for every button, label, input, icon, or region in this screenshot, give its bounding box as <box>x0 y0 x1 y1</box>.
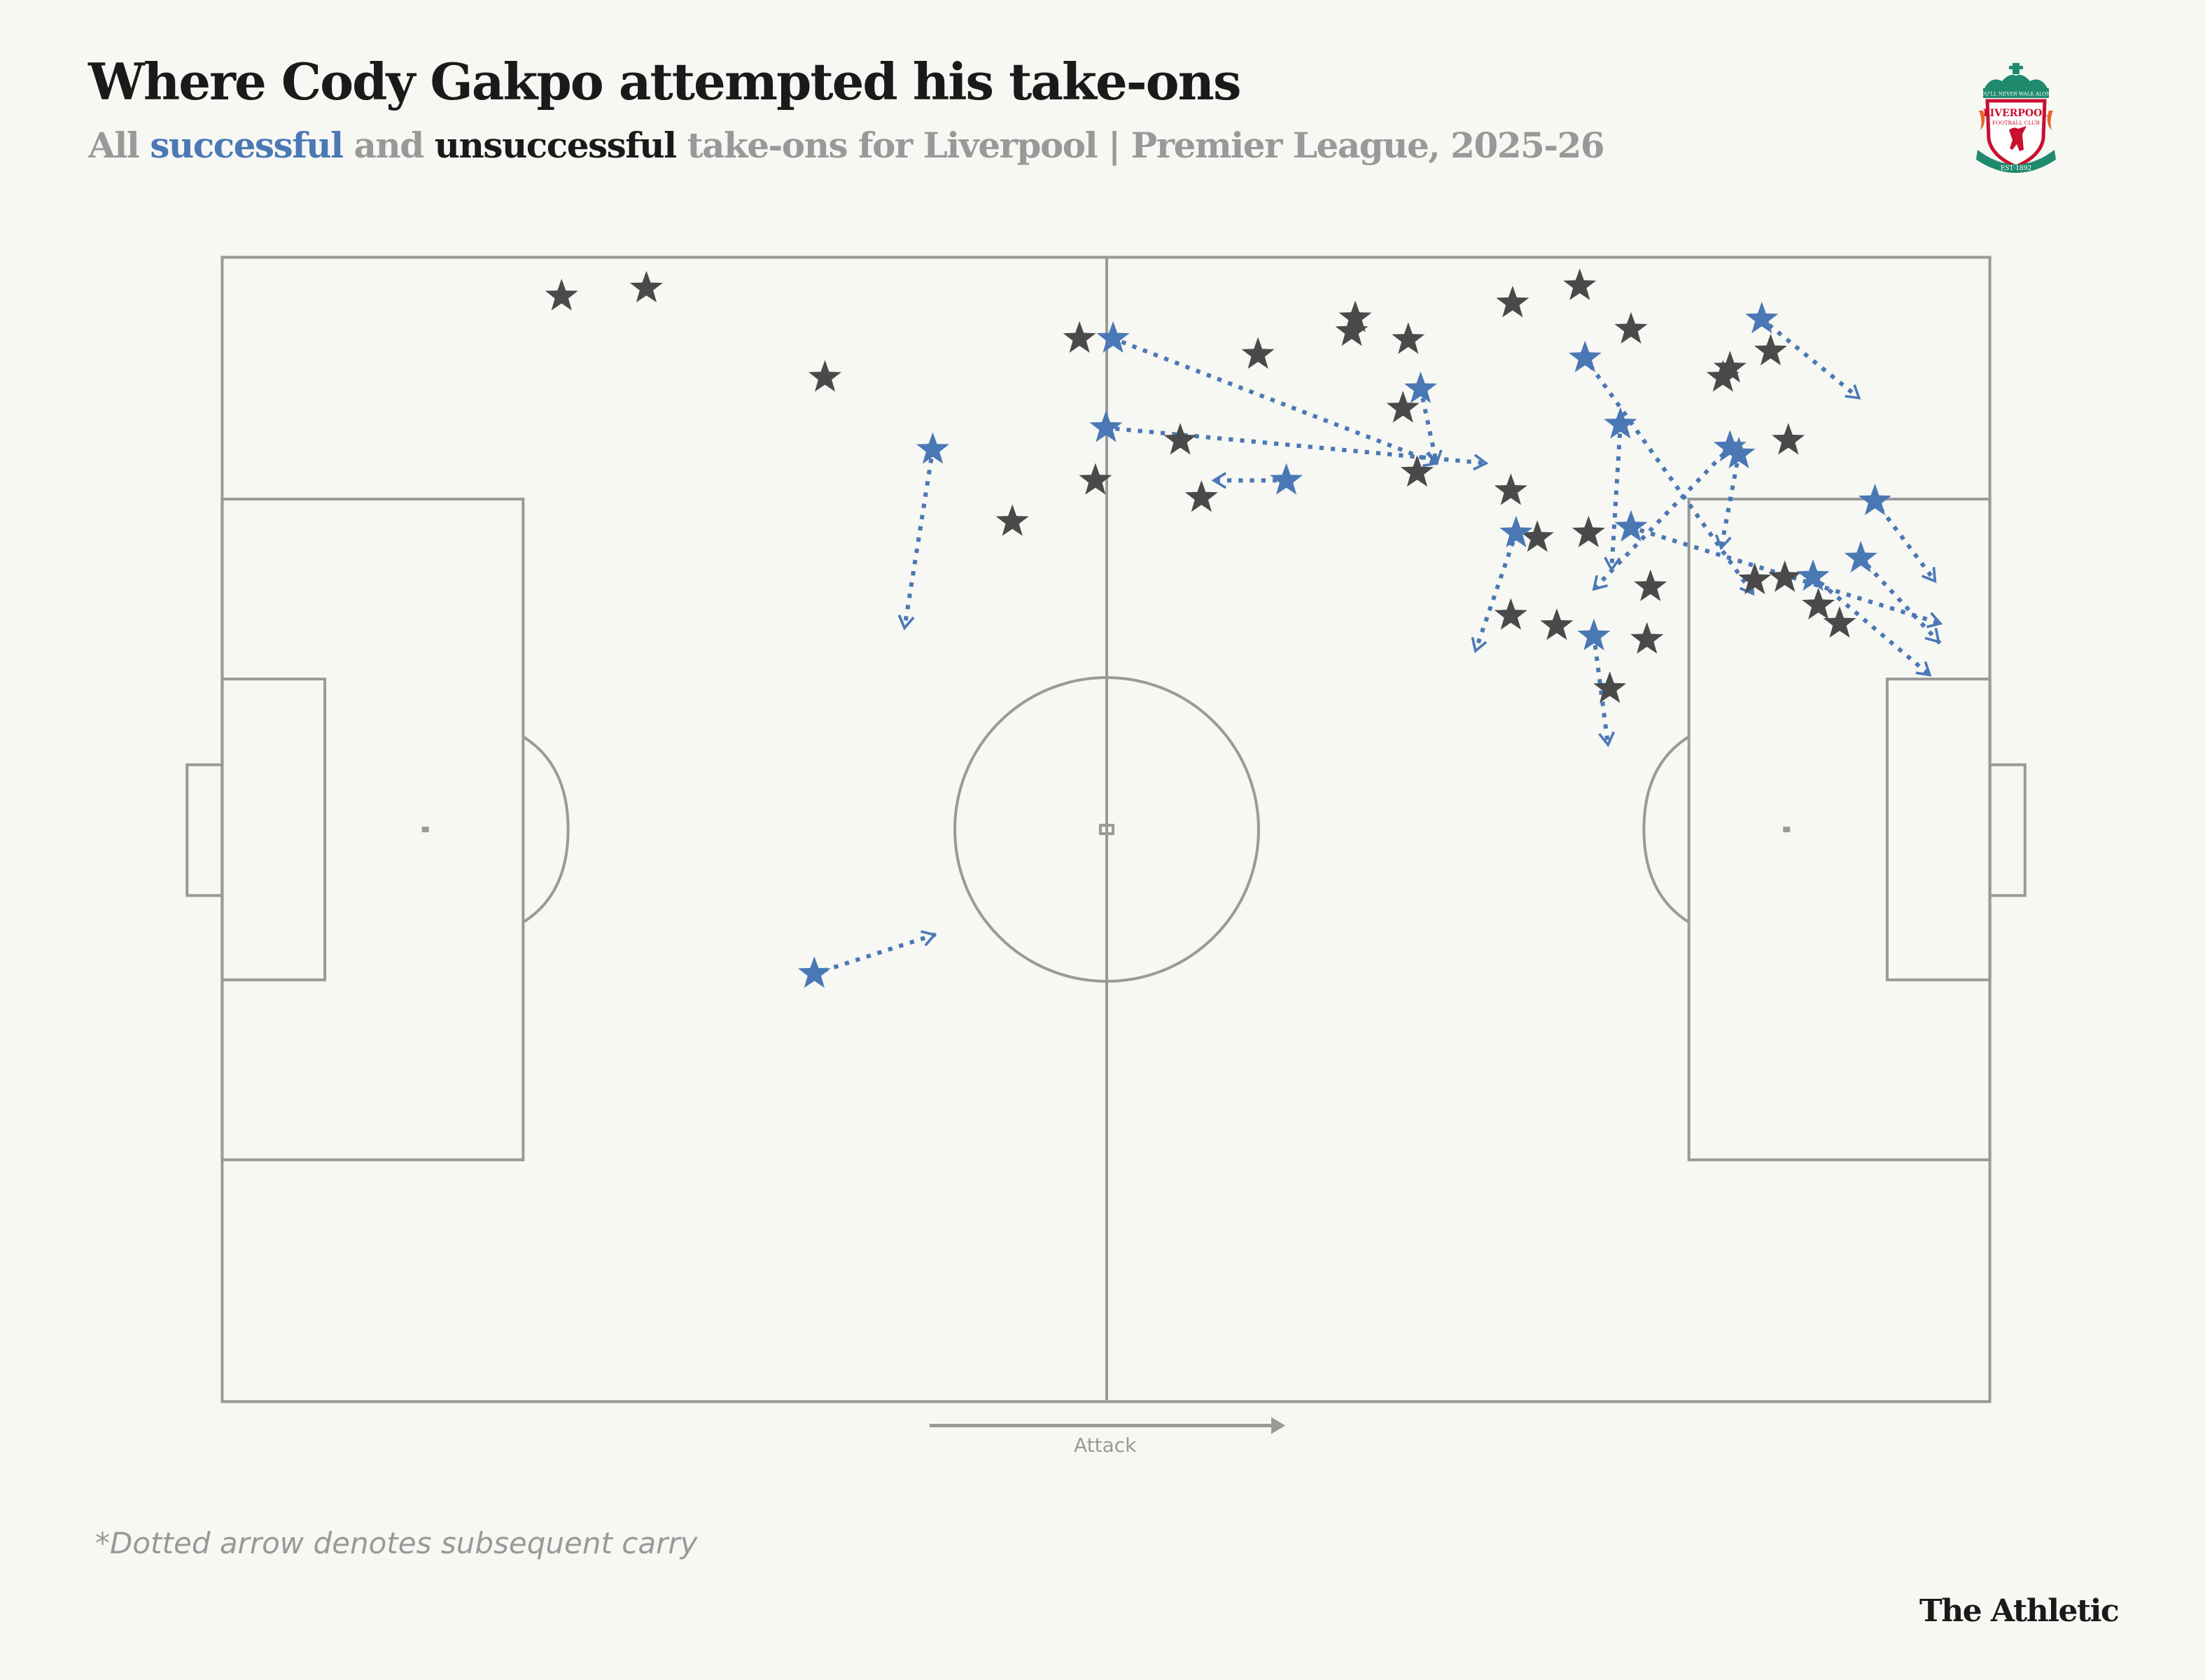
carry-line <box>1110 335 1440 466</box>
successful-star-icon <box>1745 302 1779 334</box>
successful-take-ons <box>797 302 1891 988</box>
carry-line <box>1103 425 1489 466</box>
left-six-yard-box <box>220 678 327 981</box>
carry-arrowhead-icon <box>1926 612 1943 629</box>
carry-line <box>1418 386 1439 466</box>
unsuccessful-star-icon <box>1754 333 1788 365</box>
carry-line <box>1858 555 1942 645</box>
carry-line <box>1590 444 1733 592</box>
unsuccessful-star-icon <box>1593 671 1627 704</box>
unsuccessful-star-icon <box>1063 321 1096 353</box>
successful-star-icon <box>1096 321 1130 353</box>
subtitle-prefix: All <box>88 125 150 166</box>
carry-line <box>1758 316 1863 401</box>
footnote: *Dotted arrow denotes subsequent carry <box>95 1526 698 1560</box>
unsuccessful-star-icon <box>1184 480 1218 512</box>
carry-line <box>902 447 935 631</box>
left-penalty-spot <box>421 826 429 832</box>
liverpool-fc-crest-icon: YOU'LL NEVER WALK ALONE LIVERPOOL FOOTBA… <box>1976 63 2056 173</box>
left-penalty-box <box>220 497 525 1161</box>
carry-line <box>1472 530 1519 654</box>
chart-title: Where Cody Gakpo attempted his take-ons <box>88 52 1242 111</box>
unsuccessful-star-icon <box>1563 268 1597 300</box>
crest-motto: YOU'LL NEVER WALK ALONE <box>1977 92 2054 97</box>
unsuccessful-star-icon <box>1163 423 1197 455</box>
crest-est: EST·1892 <box>2001 165 2032 172</box>
centre-spot <box>1098 823 1115 835</box>
successful-star-icon <box>1568 340 1602 372</box>
unsuccessful-star-icon <box>1614 312 1648 344</box>
attack-direction-arrow <box>929 1417 1286 1434</box>
carry-line <box>1609 422 1623 573</box>
centre-circle <box>953 676 1260 983</box>
unsuccessful-star-icon <box>629 270 663 303</box>
carry-arrows <box>811 316 1943 976</box>
carry-arrowhead-icon <box>1915 661 1932 677</box>
carry-arrowhead-icon <box>1714 534 1732 551</box>
right-six-yard-box <box>1885 678 1991 981</box>
carry-arrowhead-icon <box>897 614 915 631</box>
successful-star-icon <box>1499 515 1533 547</box>
carry-arrowhead-icon <box>1844 384 1861 400</box>
carry-line <box>1809 573 1933 678</box>
right-penalty-spot <box>1783 826 1791 832</box>
unsuccessful-star-icon <box>995 504 1029 536</box>
unsuccessful-star-icon <box>1494 598 1527 630</box>
unsuccessful-take-ons <box>545 268 1856 704</box>
unsuccessful-star-icon <box>1400 455 1434 487</box>
carry-arrowhead-icon <box>920 930 937 946</box>
unsuccessful-star-icon <box>808 360 842 392</box>
carry-arrowhead-icon <box>1211 472 1227 489</box>
carry-arrowhead-icon <box>1924 627 1940 644</box>
unsuccessful-star-icon <box>1540 608 1574 640</box>
successful-star-icon <box>1858 483 1891 516</box>
carry-arrowhead-icon <box>1592 575 1608 592</box>
unsuccessful-star-icon <box>1634 569 1667 601</box>
successful-star-icon <box>1270 463 1303 495</box>
right-goal <box>1988 763 2026 897</box>
right-penalty-arc <box>1642 735 1690 924</box>
carry-line <box>811 932 937 976</box>
carry-arrowhead-icon <box>1471 636 1488 654</box>
successful-star-icon <box>797 956 831 988</box>
carry-line <box>1591 634 1611 748</box>
unsuccessful-star-icon <box>1823 606 1856 638</box>
attack-direction-label: Attack <box>1074 1434 1137 1457</box>
subtitle-middle: and <box>342 125 435 166</box>
the-athletic-logo: The Athletic <box>1919 1593 2120 1629</box>
successful-star-icon <box>1844 540 1877 573</box>
carry-arrowhead-icon <box>1473 454 1489 471</box>
crest-sub: FOOTBALL CLUB <box>1992 120 2040 126</box>
carry-line <box>1718 451 1742 551</box>
carry-line <box>1582 355 1756 597</box>
carry-arrowhead-icon <box>1604 556 1621 573</box>
subtitle-suffix: take-ons for Liverpool | Premier League,… <box>676 125 1605 166</box>
unsuccessful-star-icon <box>1241 337 1275 369</box>
carry-arrowhead-icon <box>1921 567 1937 583</box>
unsuccessful-star-icon <box>1630 622 1664 654</box>
carry-arrowhead-icon <box>1598 731 1616 748</box>
chart-subtitle: All successful and unsuccessful take-ons… <box>88 125 1605 166</box>
left-penalty-arc <box>522 735 570 924</box>
carry-arrowheads <box>897 384 1943 946</box>
successful-star-icon <box>1796 559 1830 592</box>
left-goal <box>186 763 224 897</box>
unsuccessful-star-icon <box>1496 286 1530 318</box>
legend-unsuccessful: unsuccessful <box>434 125 678 166</box>
unsuccessful-star-icon <box>1572 515 1605 547</box>
carry-arrowhead-icon <box>1426 449 1443 466</box>
unsuccessful-star-icon <box>1494 473 1527 505</box>
unsuccessful-star-icon <box>1768 560 1802 592</box>
unsuccessful-star-icon <box>1392 322 1425 354</box>
unsuccessful-star-icon <box>1772 423 1805 455</box>
legend-successful: successful <box>150 125 344 166</box>
unsuccessful-star-icon <box>545 279 578 311</box>
unsuccessful-star-icon <box>1520 520 1554 552</box>
crest-name: LIVERPOOL <box>1983 108 2049 119</box>
pitch-markings <box>186 255 2026 1404</box>
